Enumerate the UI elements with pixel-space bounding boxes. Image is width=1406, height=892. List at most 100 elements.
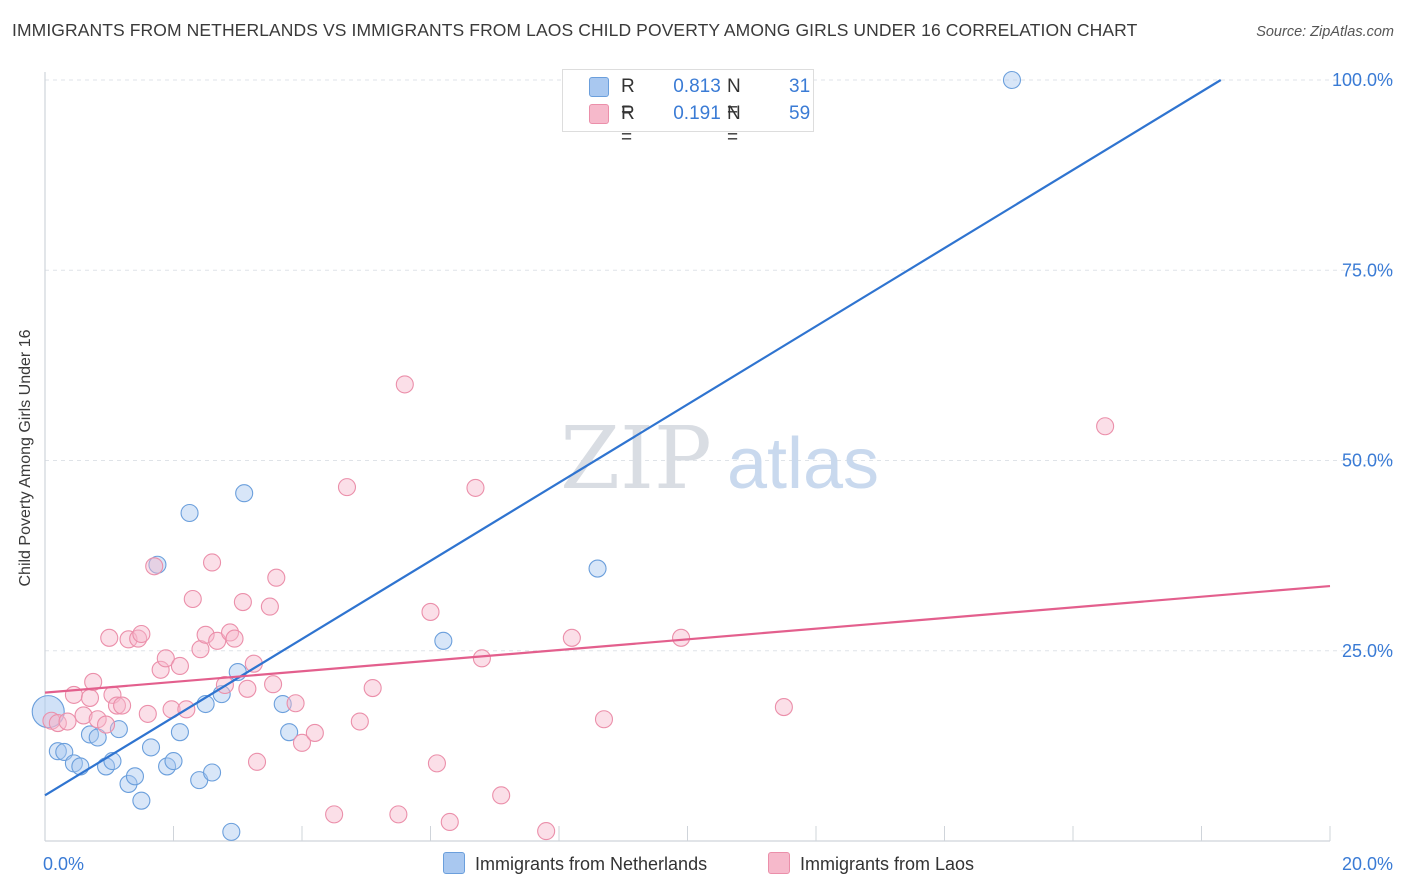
legend-n-value: 59: [789, 103, 811, 124]
point-laos: [132, 624, 151, 644]
watermark-zip: ZIP: [560, 409, 712, 509]
point-laos: [1096, 417, 1115, 436]
point-netherlands: [164, 752, 183, 771]
point-laos: [562, 628, 581, 647]
point-laos: [107, 696, 127, 715]
legend-label-laos: Immigrants from Laos: [800, 854, 975, 874]
point-netherlands: [588, 559, 607, 578]
point-netherlands: [71, 757, 90, 776]
point-laos: [337, 478, 357, 497]
legend-swatch-laos: [589, 104, 609, 124]
point-netherlands: [31, 695, 65, 729]
tick-labels: 25.0% 50.0% 75.0% 100.0% 0.0% 20.0%: [43, 70, 1393, 874]
point-laos: [594, 710, 614, 729]
point-laos: [440, 812, 459, 832]
point-netherlands: [148, 555, 167, 574]
point-laos: [537, 822, 556, 841]
point-laos: [151, 660, 170, 679]
point-laos: [203, 553, 222, 572]
point-laos: [145, 557, 164, 576]
point-laos: [156, 649, 175, 668]
point-laos: [286, 694, 305, 713]
trend-line-laos: [44, 584, 1331, 694]
trend-lines: [44, 79, 1331, 797]
point-laos: [138, 704, 157, 723]
legend-r-value: 0.191: [673, 103, 721, 124]
point-netherlands: [235, 484, 254, 503]
y-tick-label: 100.0%: [1332, 70, 1393, 90]
points-laos: [42, 375, 1115, 841]
watermark-atlas: atlas: [727, 424, 879, 504]
point-laos: [466, 478, 485, 497]
legend-r-key: R =: [621, 76, 635, 121]
legend-swatch-netherlands: [443, 852, 465, 874]
point-netherlands: [170, 723, 189, 742]
point-laos: [247, 752, 267, 771]
point-laos: [170, 656, 189, 676]
watermark: ZIP atlas: [560, 409, 879, 509]
point-laos: [238, 679, 257, 698]
point-laos: [264, 675, 283, 694]
point-laos: [389, 805, 408, 824]
point-netherlands: [132, 791, 151, 810]
point-laos: [225, 629, 244, 648]
point-laos: [100, 628, 119, 647]
legend-swatch-netherlands: [589, 77, 609, 97]
point-laos: [191, 640, 210, 659]
point-laos: [58, 712, 77, 731]
point-netherlands: [434, 631, 453, 650]
trend-line-netherlands: [44, 79, 1222, 797]
chart-title: IMMIGRANTS FROM NETHERLANDS VS IMMIGRANT…: [12, 20, 1138, 40]
gridlines: [45, 79, 1395, 652]
source-label: Source: ZipAtlas.com: [1256, 24, 1394, 40]
points-netherlands: [31, 70, 1022, 841]
legend-n-key: N =: [727, 76, 741, 121]
point-laos: [672, 628, 691, 647]
point-laos: [80, 688, 100, 707]
point-laos: [48, 713, 67, 733]
point-laos: [113, 696, 132, 715]
legend-label-netherlands: Immigrants from Netherlands: [475, 854, 708, 874]
point-laos: [260, 597, 279, 616]
x-tick-label: 20.0%: [1342, 854, 1393, 874]
point-netherlands: [180, 503, 199, 523]
point-netherlands: [48, 742, 67, 761]
point-netherlands: [280, 723, 299, 742]
point-laos: [196, 625, 215, 644]
point-laos: [84, 672, 103, 692]
legend-r-value: 0.813: [673, 76, 721, 97]
legend-r-key: R =: [621, 103, 635, 148]
point-netherlands: [125, 767, 144, 786]
x-tick-label: 0.0%: [43, 854, 84, 874]
correlation-legend: R = 0.813 N = 31 R = 0.191 N = 59: [562, 69, 814, 148]
point-laos: [267, 568, 286, 587]
point-laos: [421, 602, 440, 621]
point-laos: [183, 589, 202, 609]
legend-n-value: 31: [789, 76, 811, 97]
point-laos: [363, 678, 382, 698]
point-netherlands: [88, 728, 107, 747]
point-netherlands: [119, 774, 138, 793]
point-laos: [305, 723, 324, 742]
point-laos: [325, 805, 344, 824]
point-laos: [96, 715, 116, 734]
point-netherlands: [222, 822, 241, 841]
point-laos: [292, 733, 312, 752]
legend-n-key: N =: [727, 103, 741, 148]
point-netherlands: [141, 738, 161, 757]
point-netherlands: [203, 763, 222, 782]
point-laos: [208, 631, 227, 650]
y-tick-label: 50.0%: [1342, 451, 1393, 471]
y-tick-label: 75.0%: [1342, 260, 1393, 280]
y-tick-label: 25.0%: [1342, 641, 1393, 661]
point-netherlands: [1002, 70, 1022, 90]
point-laos: [350, 712, 369, 731]
point-laos: [427, 754, 446, 773]
point-laos: [774, 698, 793, 717]
point-laos: [395, 375, 414, 394]
point-laos: [74, 706, 93, 725]
point-laos: [492, 786, 511, 805]
legend-swatch-laos: [768, 852, 790, 874]
point-laos: [472, 649, 491, 668]
